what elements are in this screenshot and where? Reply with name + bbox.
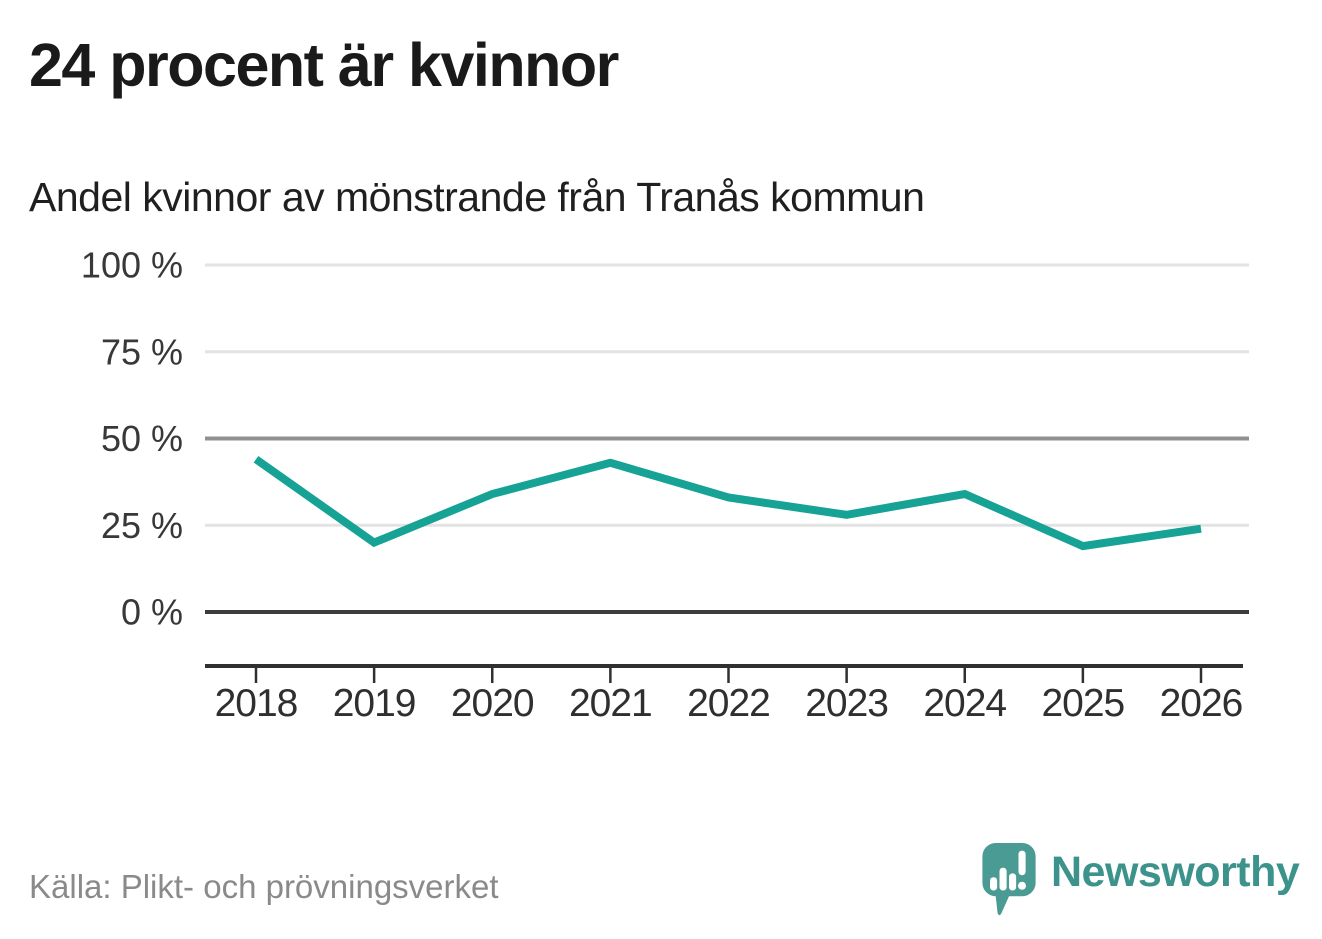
source-note: Källa: Plikt- och prövningsverket — [29, 868, 499, 905]
y-tick-label-50: 50 % — [101, 418, 183, 459]
y-tick-label-0: 0 % — [121, 592, 183, 633]
chart-subtitle: Andel kvinnor av mönstrande från Tranås … — [29, 174, 925, 220]
x-tick-label-2023: 2023 — [805, 682, 888, 725]
chart-title: 24 procent är kvinnor — [29, 31, 619, 99]
x-tick-label-2018: 2018 — [215, 682, 298, 725]
newsworthy-logo-icon — [982, 843, 1036, 916]
brand-footer: Newsworthy — [982, 843, 1300, 919]
x-tick-label-2022: 2022 — [687, 682, 770, 725]
y-tick-label-25: 25 % — [101, 505, 183, 546]
x-tick-label-2019: 2019 — [333, 682, 416, 725]
y-tick-label-75: 75 % — [101, 331, 183, 372]
y-tick-label-100: 100 % — [81, 245, 183, 286]
x-tick-label-2024: 2024 — [923, 682, 1006, 725]
x-tick-label-2021: 2021 — [569, 682, 652, 725]
x-tick-label-2020: 2020 — [451, 682, 534, 725]
x-tick-label-2025: 2025 — [1041, 682, 1124, 725]
trend-line-0 — [253, 456, 1202, 551]
x-tick-label-2026: 2026 — [1160, 682, 1243, 725]
brand-name: Newsworthy — [1051, 848, 1300, 896]
